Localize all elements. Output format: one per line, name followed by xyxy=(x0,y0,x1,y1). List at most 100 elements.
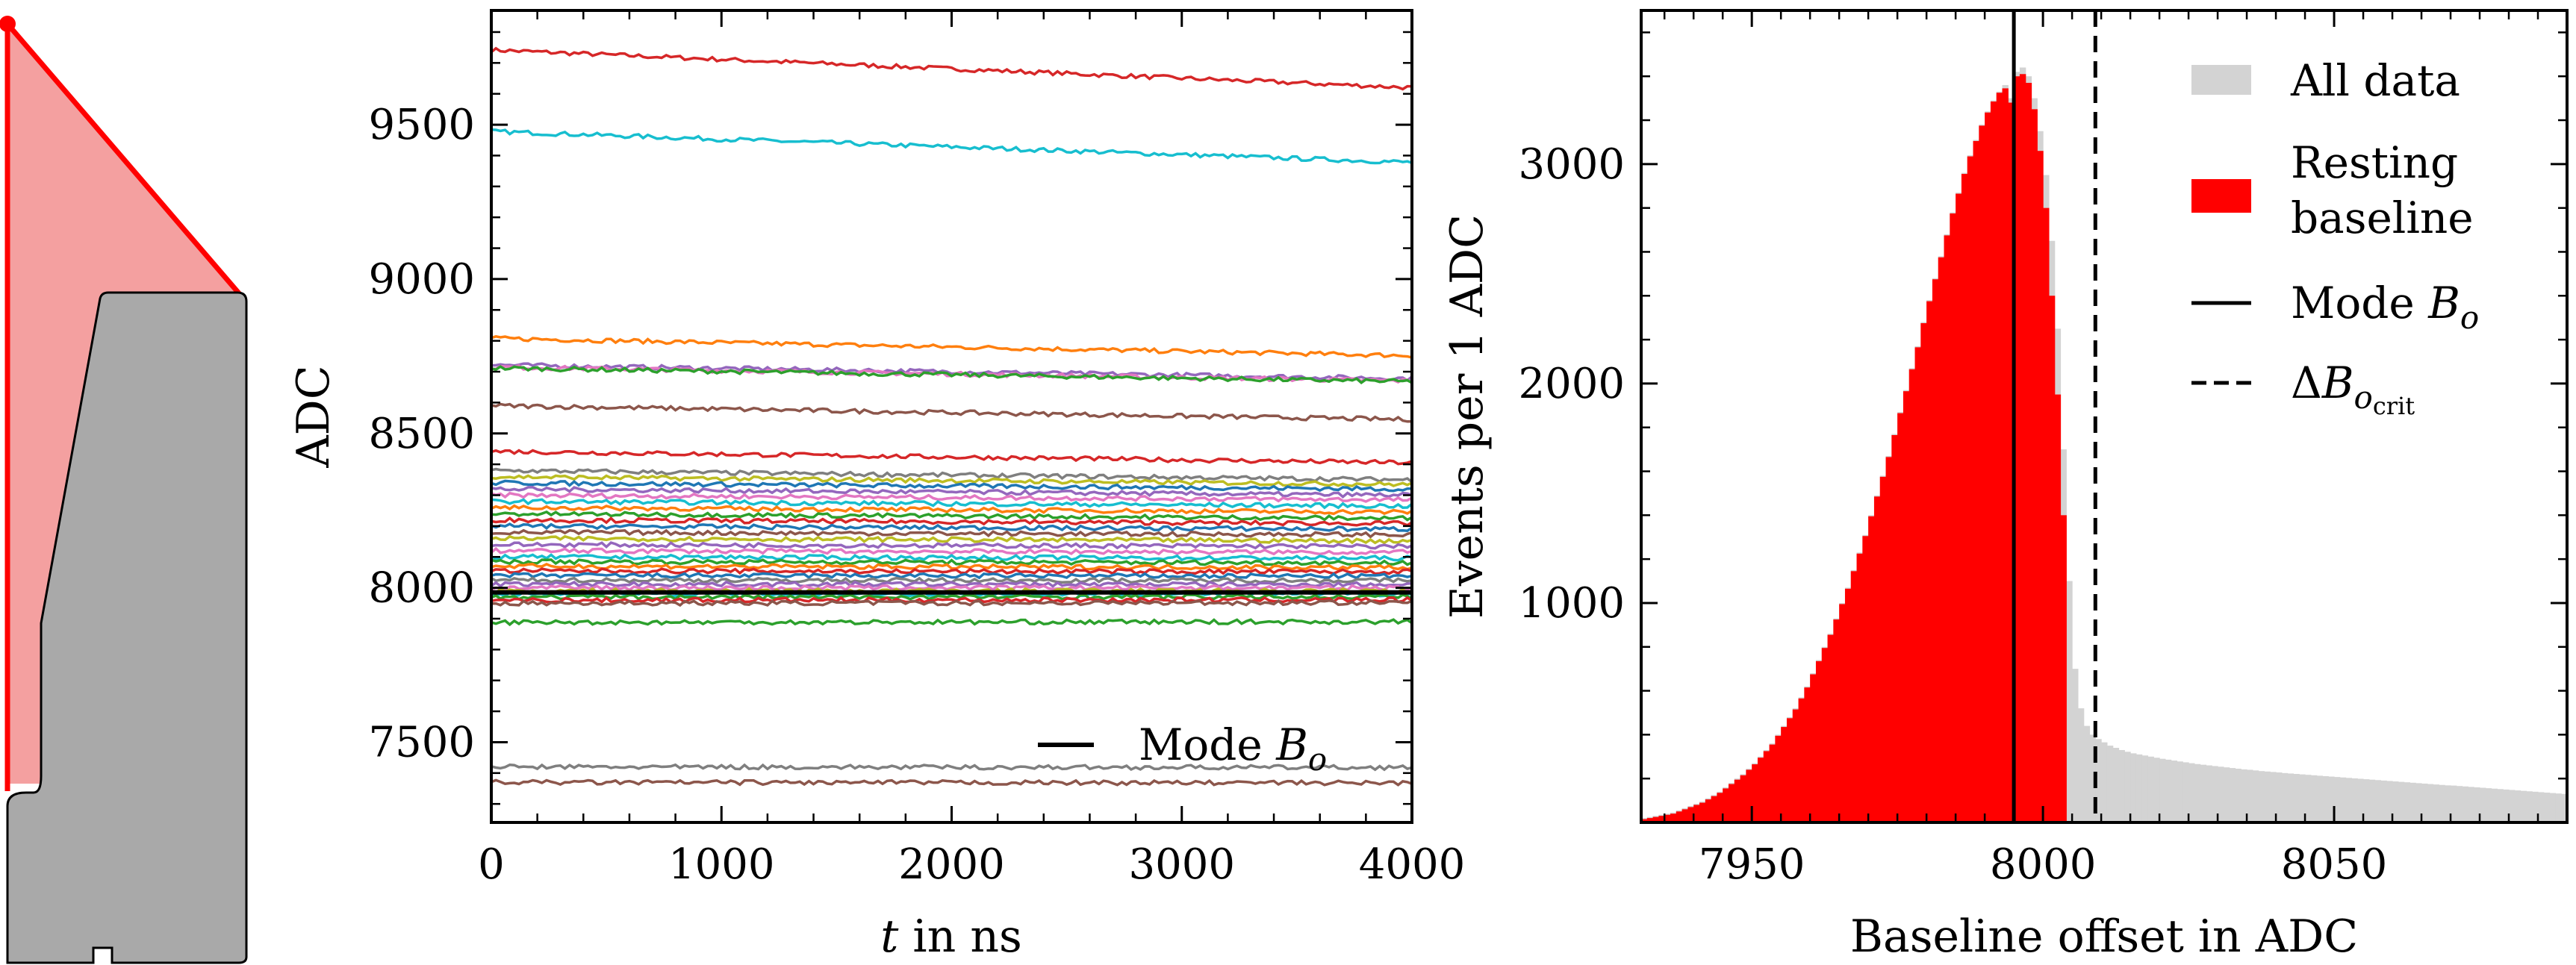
waveform-trace xyxy=(491,534,1413,545)
histogram-bar-all-data xyxy=(2485,788,2492,822)
waveform-trace xyxy=(491,562,1413,571)
histogram-bar-resting xyxy=(1705,799,1712,822)
histogram-bar-all-data xyxy=(2555,793,2562,822)
histogram-bar-resting xyxy=(1786,718,1793,822)
histogram-bar-all-data xyxy=(2357,778,2364,822)
histogram-bar-all-data xyxy=(2561,793,2568,822)
waveform-y-ticks: 7500 8000 8500 9000 9500 xyxy=(368,31,1412,805)
histogram-bar-resting xyxy=(1781,727,1788,822)
histogram-bar-resting xyxy=(1885,457,1892,822)
histogram-bar-all-data xyxy=(2421,783,2428,822)
waveform-trace xyxy=(491,504,1413,516)
histogram-bar-all-data xyxy=(2293,774,2300,822)
histogram-bar-all-data xyxy=(2183,762,2189,822)
histogram-bar-all-data xyxy=(2415,783,2422,822)
histogram-bar-all-data xyxy=(2135,754,2143,822)
waveform-x-axis-label: t in ns xyxy=(880,911,1022,963)
histogram-bar-all-data xyxy=(2188,763,2195,822)
histogram-bar-all-data xyxy=(2328,776,2335,822)
histogram-bar-resting xyxy=(1973,140,1979,822)
waveform-trace xyxy=(491,522,1413,533)
histogram-bar-resting xyxy=(1664,814,1671,822)
histogram-bar-resting xyxy=(1833,619,1840,822)
waveform-trace xyxy=(491,365,1413,385)
histogram-bar-all-data xyxy=(2177,761,2183,822)
histogram-bar-all-data xyxy=(2229,768,2236,822)
histogram-bar-all-data xyxy=(2503,789,2510,822)
legend-resting-label-line2: baseline xyxy=(2291,193,2474,243)
histogram-bar-all-data xyxy=(2468,787,2474,822)
histogram-bar-all-data xyxy=(2264,771,2271,822)
histogram-bar-resting xyxy=(1891,434,1898,822)
histogram-bar-resting xyxy=(2025,83,2032,823)
waveform-trace xyxy=(491,778,1413,787)
histogram-bar-all-data xyxy=(2095,739,2102,822)
histogram-bar-all-data xyxy=(2130,753,2137,822)
waveform-y-axis-label: ADC xyxy=(287,365,340,468)
waveform-trace xyxy=(491,498,1413,510)
histogram-bar-all-data xyxy=(2351,778,2358,822)
histogram-bar-all-data xyxy=(2409,782,2416,822)
histogram-bar-resting xyxy=(2002,88,2009,822)
y-tick-label: 2000 xyxy=(1518,360,1625,408)
histogram-resting-baseline-bars xyxy=(1641,74,2067,823)
histogram-bar-resting xyxy=(1903,391,1910,822)
histogram-bar-all-data xyxy=(2427,784,2434,822)
histogram-bar-resting xyxy=(1961,174,1968,822)
histogram-bar-resting xyxy=(1815,660,1823,822)
histogram-bar-resting xyxy=(1792,709,1799,822)
waveform-trace xyxy=(491,128,1413,165)
y-tick-label: 3000 xyxy=(1518,140,1625,189)
histogram-bar-all-data xyxy=(2310,775,2318,822)
histogram-bar-resting xyxy=(1670,813,1677,822)
histogram-bar-resting xyxy=(1775,735,1782,822)
waveform-trace xyxy=(490,580,1413,588)
histogram-bar-all-data xyxy=(2165,759,2172,822)
histogram-bar-all-data xyxy=(2439,784,2445,822)
waveform-trace xyxy=(490,546,1413,556)
histogram-bar-all-data xyxy=(2218,766,2224,822)
legend-all-data-label: All data xyxy=(2290,55,2460,106)
y-tick-label: 7500 xyxy=(368,718,475,766)
histogram-bar-all-data xyxy=(2124,752,2131,822)
histogram-panel: 7950 8000 8050 1000 2000 3000 All data Resti… xyxy=(1441,9,2569,963)
histogram-bar-resting xyxy=(2048,296,2056,822)
histogram-bar-resting xyxy=(1734,779,1741,822)
histogram-bar-resting xyxy=(1856,553,1863,822)
histogram-bar-resting xyxy=(1868,516,1875,822)
waveform-trace xyxy=(491,584,1413,592)
waveform-trace xyxy=(491,334,1413,359)
histogram-legend-background xyxy=(2173,30,2546,433)
waveform-trace xyxy=(491,449,1413,466)
histogram-bar-resting xyxy=(1950,213,1956,822)
waveform-trace xyxy=(491,491,1413,503)
histogram-bar-resting xyxy=(2019,74,2026,822)
histogram-bar-resting xyxy=(1926,301,1933,822)
detector-body xyxy=(6,291,248,964)
beam-source-dot xyxy=(0,16,16,32)
waveform-trace xyxy=(491,763,1413,772)
histogram-bar-all-data xyxy=(2270,772,2277,822)
histogram-bar-resting xyxy=(1944,235,1950,822)
y-tick-label: 8000 xyxy=(368,564,475,613)
histogram-bar-resting xyxy=(1798,698,1805,822)
histogram-bar-all-data xyxy=(2305,775,2312,822)
histogram-bar-all-data xyxy=(2083,725,2091,822)
histogram-bar-all-data xyxy=(2433,784,2440,822)
histogram-bar-all-data xyxy=(2532,791,2539,822)
histogram-bar-all-data xyxy=(2322,775,2329,822)
histogram-bar-resting xyxy=(1752,764,1758,822)
histogram-bar-all-data xyxy=(2451,785,2457,822)
waveform-trace xyxy=(491,572,1413,580)
histogram-bar-all-data xyxy=(2258,771,2265,822)
histogram-bar-all-data xyxy=(2089,734,2096,822)
histogram-bar-resting xyxy=(2031,109,2038,822)
histogram-bar-resting xyxy=(1740,775,1746,822)
histogram-bar-resting xyxy=(1711,796,1717,822)
x-tick-label: 0 xyxy=(478,840,505,889)
waveform-trace xyxy=(491,541,1413,550)
histogram-bar-all-data xyxy=(2153,758,2160,822)
histogram-bar-resting xyxy=(1862,536,1869,822)
histogram-plot-frame xyxy=(1640,9,2569,824)
histogram-bar-all-data xyxy=(2380,780,2387,822)
